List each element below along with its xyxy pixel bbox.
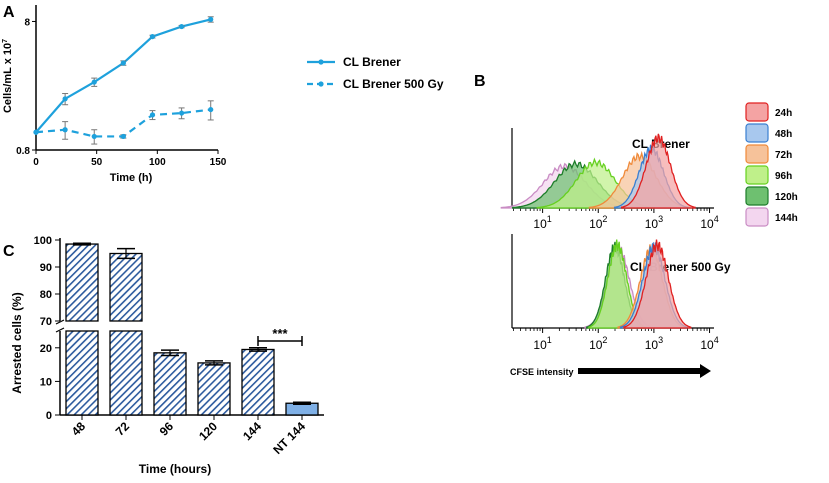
- panel-label-a: A: [3, 4, 15, 21]
- chart-b-legend-label: 96h: [775, 171, 792, 182]
- chart-c-bar: [154, 353, 186, 415]
- chart-a-point: [150, 112, 155, 117]
- panel-label-b: B: [474, 73, 486, 90]
- chart-b-legend-label: 72h: [775, 150, 792, 161]
- chart-b-x-tick-label: 104: [700, 335, 718, 352]
- chart-b-x-tick-label: 103: [645, 214, 663, 231]
- chart-c-bar-upper: [66, 244, 98, 321]
- chart-c-bar: [286, 403, 318, 415]
- chart-c-y-tick-label: 90: [40, 262, 52, 274]
- chart-a-point: [92, 134, 97, 139]
- chart-c-y-tick-label: 100: [34, 235, 52, 247]
- chart-c-y-tick-label: 0: [46, 410, 52, 422]
- chart-a-x-tick-label: 150: [210, 157, 227, 168]
- chart-a-x-tick-label: 50: [91, 157, 103, 168]
- chart-b-x-tick-label: 102: [589, 335, 607, 352]
- chart-b-x-tick-label: 101: [533, 214, 551, 231]
- chart-b-legend-swatch: [746, 187, 768, 205]
- chart-c-x-tick-label: 72: [113, 419, 133, 439]
- chart-a-point: [33, 130, 38, 135]
- chart-b-legend-label: 48h: [775, 129, 792, 140]
- chart-b-x-tick-label: 104: [700, 214, 718, 231]
- chart-c-x-tick-label: 144: [240, 419, 264, 443]
- chart-a-legend-label: CL Brener: [343, 55, 401, 69]
- chart-c-bar: [110, 331, 142, 415]
- chart-a-point: [121, 60, 126, 65]
- chart-b-legend-swatch: [746, 124, 768, 142]
- chart-c-bar: [66, 331, 98, 415]
- chart-c-y-tick-label: 10: [40, 376, 52, 388]
- chart-c-x-tick-label: 96: [157, 419, 177, 439]
- chart-a-xlabel: Time (h): [110, 172, 153, 184]
- chart-c-x-tick-label: NT 144: [270, 419, 308, 457]
- chart-a-point: [63, 127, 68, 132]
- chart-a-point: [208, 17, 213, 22]
- chart-a-x-tick-label: 100: [149, 157, 166, 168]
- chart-b-x-tick-label: 103: [645, 335, 663, 352]
- chart-a-series-line-0: [36, 19, 211, 132]
- chart-b-x-tick-label: 102: [589, 214, 607, 231]
- chart-a-y-tick-label: 0.8: [16, 146, 30, 157]
- chart-a-point: [208, 107, 213, 112]
- chart-b-legend-swatch: [746, 145, 768, 163]
- chart-b-legend-label: 120h: [775, 192, 798, 203]
- chart-c-y-tick-label: 20: [40, 343, 52, 355]
- cfse-arrow-icon: [578, 364, 711, 378]
- chart-b-legend-swatch: [746, 103, 768, 121]
- chart-b-xlabel: CFSE intensity: [510, 367, 574, 377]
- chart-c-bar: [242, 349, 274, 415]
- chart-c-x-tick-label: 48: [69, 419, 89, 439]
- chart-a-series-line-1: [36, 110, 211, 137]
- chart-a-point: [150, 34, 155, 39]
- chart-c: 0 10 20 70 80 90 100 48 72 96 120 144 NT 144 *** Arre…: [10, 235, 326, 476]
- chart-c-xlabel: Time (hours): [139, 462, 211, 476]
- chart-a-x-tick-label: 0: [33, 157, 39, 168]
- chart-a-point: [179, 24, 184, 29]
- chart-a-legend-marker: [318, 59, 323, 64]
- chart-a-point: [179, 110, 184, 115]
- chart-a-point: [92, 79, 97, 84]
- chart-c-ylabel: Arrested cells (%): [10, 292, 24, 393]
- chart-a-ylabel: Cells/mL x 107: [2, 39, 14, 113]
- chart-c-significance-label: ***: [272, 326, 288, 341]
- chart-b-legend-label: 24h: [775, 108, 792, 119]
- chart-c-bar: [198, 363, 230, 415]
- chart-a-legend-marker: [318, 81, 323, 86]
- chart-a-legend-label: CL Brener 500 Gy: [343, 77, 444, 91]
- chart-b-legend-swatch: [746, 208, 768, 226]
- chart-c-bar-upper: [110, 254, 142, 322]
- chart-a-y-tick-label: 8: [24, 17, 30, 28]
- chart-a: 0 50 100 150 0.8 8 Cells/mL x 107 Time (h) CL…: [2, 5, 444, 184]
- figure: A B C 0 50 100 1500.88 Cells/mL x 107 Time …: [0, 0, 829, 483]
- chart-c-y-tick-label: 80: [40, 289, 52, 301]
- chart-a-point: [63, 96, 68, 101]
- panel-label-c: C: [3, 243, 15, 260]
- chart-b-legend-swatch: [746, 166, 768, 184]
- chart-c-y-tick-label: 70: [40, 316, 52, 328]
- chart-a-point: [121, 134, 126, 139]
- chart-c-x-tick-label: 120: [196, 419, 220, 443]
- chart-b-x-tick-label: 101: [533, 335, 551, 352]
- chart-b-legend-label: 144h: [775, 213, 798, 224]
